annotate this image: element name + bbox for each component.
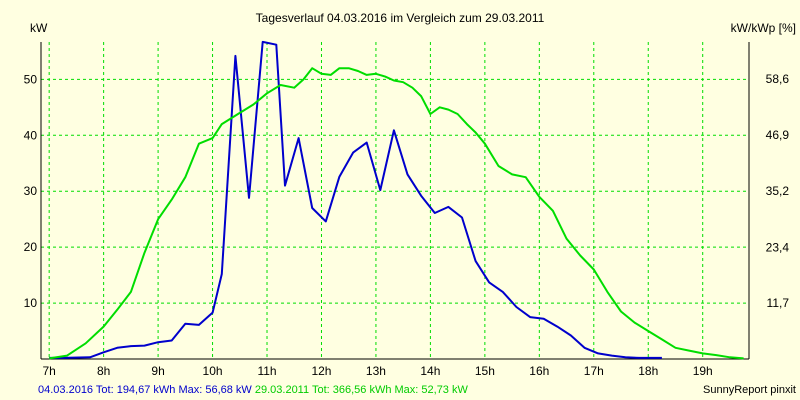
x-tick-label: 7h: [42, 364, 55, 378]
x-tick-label: 10h: [203, 364, 223, 378]
legend-footer: 04.03.2016 Tot: 194,67 kWh Max: 56,68 kW…: [38, 384, 468, 396]
x-tick-label: 16h: [529, 364, 549, 378]
x-tick-label: 19h: [693, 364, 713, 378]
series-line-2: [49, 67, 744, 360]
grid-lines: [41, 42, 749, 359]
y-tick-label-left: 50: [24, 72, 38, 86]
x-tick-label: 9h: [151, 364, 164, 378]
brand-label: SunnyReport pinxit: [703, 384, 796, 396]
x-tick-label: 12h: [311, 364, 331, 378]
y-tick-label-right: 11,7: [767, 296, 790, 310]
x-tick-label: 15h: [475, 364, 495, 378]
x-tick-label: 8h: [97, 364, 110, 378]
y-tick-label-right: 58,6: [766, 72, 790, 86]
legend-series-2: 29.03.2011 Tot: 366,56 kWh Max: 52,73 kW: [252, 384, 469, 396]
x-tick-label: 13h: [366, 364, 386, 378]
x-tick-label: 18h: [638, 364, 658, 378]
y-tick-label-right: 23,4: [766, 240, 790, 254]
legend-series-1: 04.03.2016 Tot: 194,67 kWh Max: 56,68 kW: [38, 384, 252, 396]
right-axis-label: kW/kWp [%]: [731, 21, 796, 35]
axis-ticks: 7h 8h 9h 10h 11h 12h 13h 14h 15h 16h 17h 18h 19h 10 20…: [24, 72, 790, 378]
x-tick-label: 14h: [420, 364, 440, 378]
series-group: [49, 40, 744, 360]
series-line-1: [49, 40, 662, 359]
y-tick-label-left: 10: [24, 296, 38, 310]
y-tick-label-left: 40: [24, 128, 38, 142]
y-tick-label-right: 46,9: [766, 128, 790, 142]
x-tick-label: 17h: [584, 364, 604, 378]
y-tick-label-right: 35,2: [766, 184, 790, 198]
left-axis-label: kW: [30, 21, 48, 35]
y-tick-label-left: 30: [24, 184, 38, 198]
x-tick-label: 11h: [257, 364, 276, 378]
chart-title: Tagesverlauf 04.03.2016 im Vergleich zum…: [256, 11, 545, 25]
y-tick-label-left: 20: [24, 240, 38, 254]
